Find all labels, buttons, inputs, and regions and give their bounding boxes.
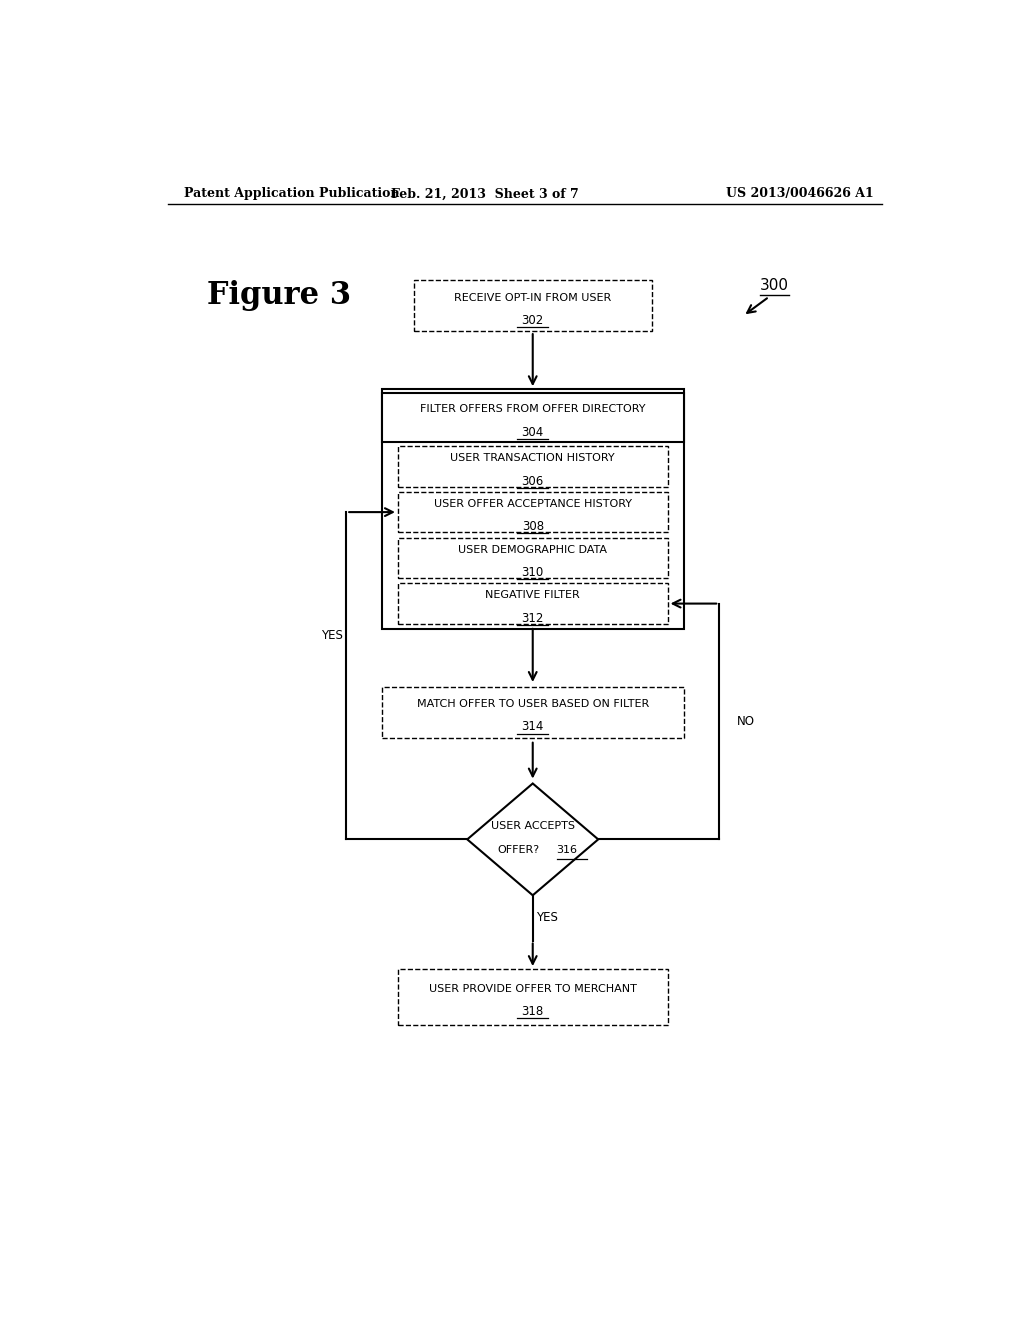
Text: 302: 302 [521,314,544,327]
Text: 310: 310 [521,566,544,579]
Text: OFFER?: OFFER? [498,845,540,854]
Text: 314: 314 [521,721,544,734]
Text: RECEIVE OPT-IN FROM USER: RECEIVE OPT-IN FROM USER [454,293,611,302]
Text: 316: 316 [557,845,578,854]
Bar [397,969,668,1024]
Text: 304: 304 [521,426,544,438]
Text: 308: 308 [521,520,544,533]
Text: NEGATIVE FILTER: NEGATIVE FILTER [485,590,581,601]
Text: NO: NO [736,715,755,729]
Text: 306: 306 [521,474,544,487]
Text: US 2013/0046626 A1: US 2013/0046626 A1 [726,187,873,201]
Text: USER DEMOGRAPHIC DATA: USER DEMOGRAPHIC DATA [458,545,607,554]
Text: 318: 318 [521,1005,544,1018]
Bar [397,446,668,487]
Text: YES: YES [537,911,558,924]
Text: Figure 3: Figure 3 [207,280,351,312]
Text: 300: 300 [760,277,790,293]
Polygon shape [467,784,598,895]
Text: Patent Application Publication: Patent Application Publication [183,187,399,201]
Text: USER OFFER ACCEPTANCE HISTORY: USER OFFER ACCEPTANCE HISTORY [434,499,632,510]
Text: USER TRANSACTION HISTORY: USER TRANSACTION HISTORY [451,453,615,463]
Text: USER ACCEPTS: USER ACCEPTS [490,821,574,832]
Text: MATCH OFFER TO USER BASED ON FILTER: MATCH OFFER TO USER BASED ON FILTER [417,700,649,709]
Bar [414,280,651,331]
Bar [382,389,684,630]
Text: USER PROVIDE OFFER TO MERCHANT: USER PROVIDE OFFER TO MERCHANT [429,983,637,994]
Bar [397,583,668,624]
Text: 312: 312 [521,611,544,624]
Text: YES: YES [321,628,343,642]
Text: Feb. 21, 2013  Sheet 3 of 7: Feb. 21, 2013 Sheet 3 of 7 [391,187,579,201]
Text: FILTER OFFERS FROM OFFER DIRECTORY: FILTER OFFERS FROM OFFER DIRECTORY [420,404,645,414]
Bar [397,492,668,532]
Bar [382,686,684,738]
Bar [382,393,684,442]
Bar [397,537,668,578]
